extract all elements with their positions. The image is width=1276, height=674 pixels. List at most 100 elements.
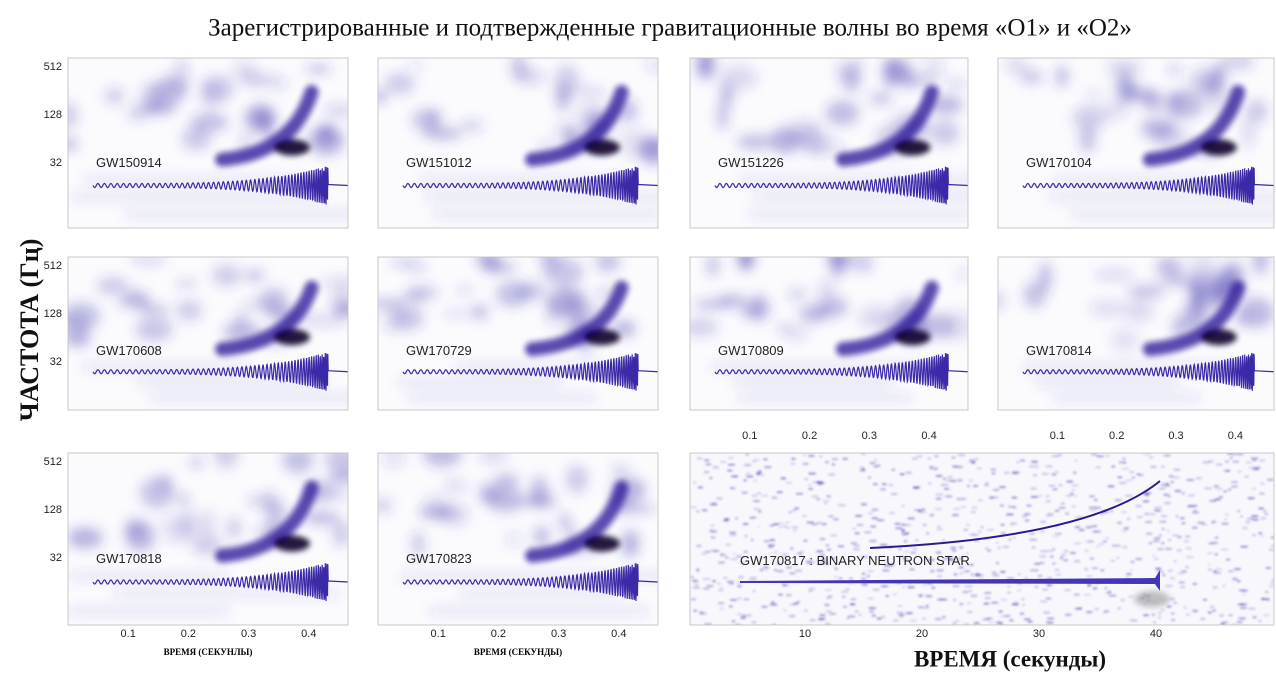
speck bbox=[1046, 621, 1054, 624]
speck bbox=[1207, 552, 1213, 555]
speck bbox=[935, 508, 942, 510]
speck bbox=[1154, 506, 1162, 509]
speck bbox=[1192, 511, 1199, 514]
speck bbox=[776, 491, 783, 493]
speck bbox=[984, 484, 989, 486]
speck bbox=[927, 559, 935, 561]
noise-blob bbox=[378, 497, 393, 514]
track-core bbox=[274, 139, 310, 156]
speck bbox=[1024, 513, 1031, 515]
speck bbox=[1007, 586, 1011, 588]
speck bbox=[1096, 455, 1104, 458]
speck bbox=[1107, 591, 1112, 593]
speck bbox=[944, 488, 949, 490]
speck bbox=[717, 582, 721, 585]
speck bbox=[1045, 597, 1052, 600]
speck bbox=[881, 616, 886, 618]
speck bbox=[1214, 553, 1218, 556]
speck bbox=[1092, 567, 1098, 569]
speck bbox=[982, 618, 990, 621]
speck bbox=[866, 575, 870, 577]
speck bbox=[833, 518, 839, 521]
noise-blob bbox=[422, 453, 462, 468]
speck bbox=[1215, 488, 1222, 490]
speck bbox=[955, 620, 960, 622]
speck bbox=[824, 562, 829, 565]
speck bbox=[806, 562, 812, 564]
speck bbox=[1084, 593, 1091, 596]
speck bbox=[1145, 521, 1152, 523]
speck bbox=[992, 472, 995, 475]
panel-border bbox=[67, 256, 349, 411]
speck bbox=[842, 596, 846, 598]
speck bbox=[951, 456, 956, 459]
speck bbox=[1161, 542, 1164, 544]
speck bbox=[881, 585, 888, 588]
speck bbox=[1233, 453, 1236, 456]
speck bbox=[765, 569, 769, 571]
track bbox=[525, 85, 629, 167]
speck bbox=[947, 476, 953, 479]
speck bbox=[1116, 557, 1120, 559]
speck bbox=[1035, 569, 1038, 572]
speck bbox=[1158, 487, 1166, 490]
speck bbox=[1265, 567, 1271, 569]
speck bbox=[855, 610, 859, 613]
speck bbox=[825, 589, 832, 591]
speck bbox=[1156, 567, 1161, 570]
speck bbox=[709, 477, 713, 479]
speck bbox=[1064, 589, 1071, 591]
speck bbox=[1007, 591, 1011, 594]
speck bbox=[731, 475, 738, 478]
x-tick-label: 0.2 bbox=[181, 628, 196, 640]
noise-blob bbox=[533, 526, 550, 547]
noise-blob bbox=[264, 500, 288, 528]
speck bbox=[1038, 575, 1042, 577]
track bbox=[525, 280, 629, 357]
band bbox=[1035, 379, 1179, 386]
speck bbox=[1122, 546, 1128, 548]
speck bbox=[804, 478, 809, 480]
speck bbox=[783, 584, 790, 587]
noise-blob bbox=[68, 137, 79, 151]
noise-blob bbox=[225, 517, 243, 540]
panel-border bbox=[689, 256, 969, 411]
speck bbox=[1102, 611, 1107, 614]
speck bbox=[935, 618, 942, 620]
speck bbox=[823, 558, 827, 560]
speck bbox=[792, 509, 797, 512]
speck bbox=[943, 558, 946, 561]
speck bbox=[724, 518, 730, 520]
speck bbox=[1017, 573, 1021, 575]
speck bbox=[1059, 453, 1062, 455]
speck bbox=[1159, 534, 1162, 537]
speck bbox=[882, 559, 889, 562]
bns-wave bbox=[740, 570, 1160, 591]
bns-content bbox=[690, 453, 1274, 625]
speck bbox=[1060, 557, 1063, 559]
noise-blob bbox=[1187, 257, 1218, 280]
speck bbox=[718, 589, 724, 592]
noise-blob bbox=[190, 113, 229, 132]
chirp-track bbox=[1142, 280, 1246, 357]
track bbox=[835, 85, 939, 167]
speck bbox=[800, 550, 803, 553]
noise-blob bbox=[478, 483, 499, 503]
speck bbox=[1089, 509, 1097, 511]
speck bbox=[737, 581, 743, 583]
speck bbox=[826, 495, 831, 497]
speck bbox=[1122, 457, 1126, 460]
speck bbox=[1215, 536, 1218, 539]
speck bbox=[1165, 585, 1173, 587]
speck bbox=[1117, 476, 1123, 479]
speck bbox=[861, 577, 866, 580]
noise-blob bbox=[928, 95, 964, 114]
speck bbox=[1054, 510, 1060, 512]
small-time-label: ВРЕМЯ (СЕКУНЛЫ) bbox=[164, 647, 253, 657]
y-tick-label: 512 bbox=[44, 61, 62, 73]
track bbox=[215, 85, 319, 167]
speck bbox=[1242, 589, 1248, 592]
speck bbox=[1013, 536, 1016, 539]
speck bbox=[1119, 461, 1126, 464]
speck bbox=[1017, 589, 1022, 592]
